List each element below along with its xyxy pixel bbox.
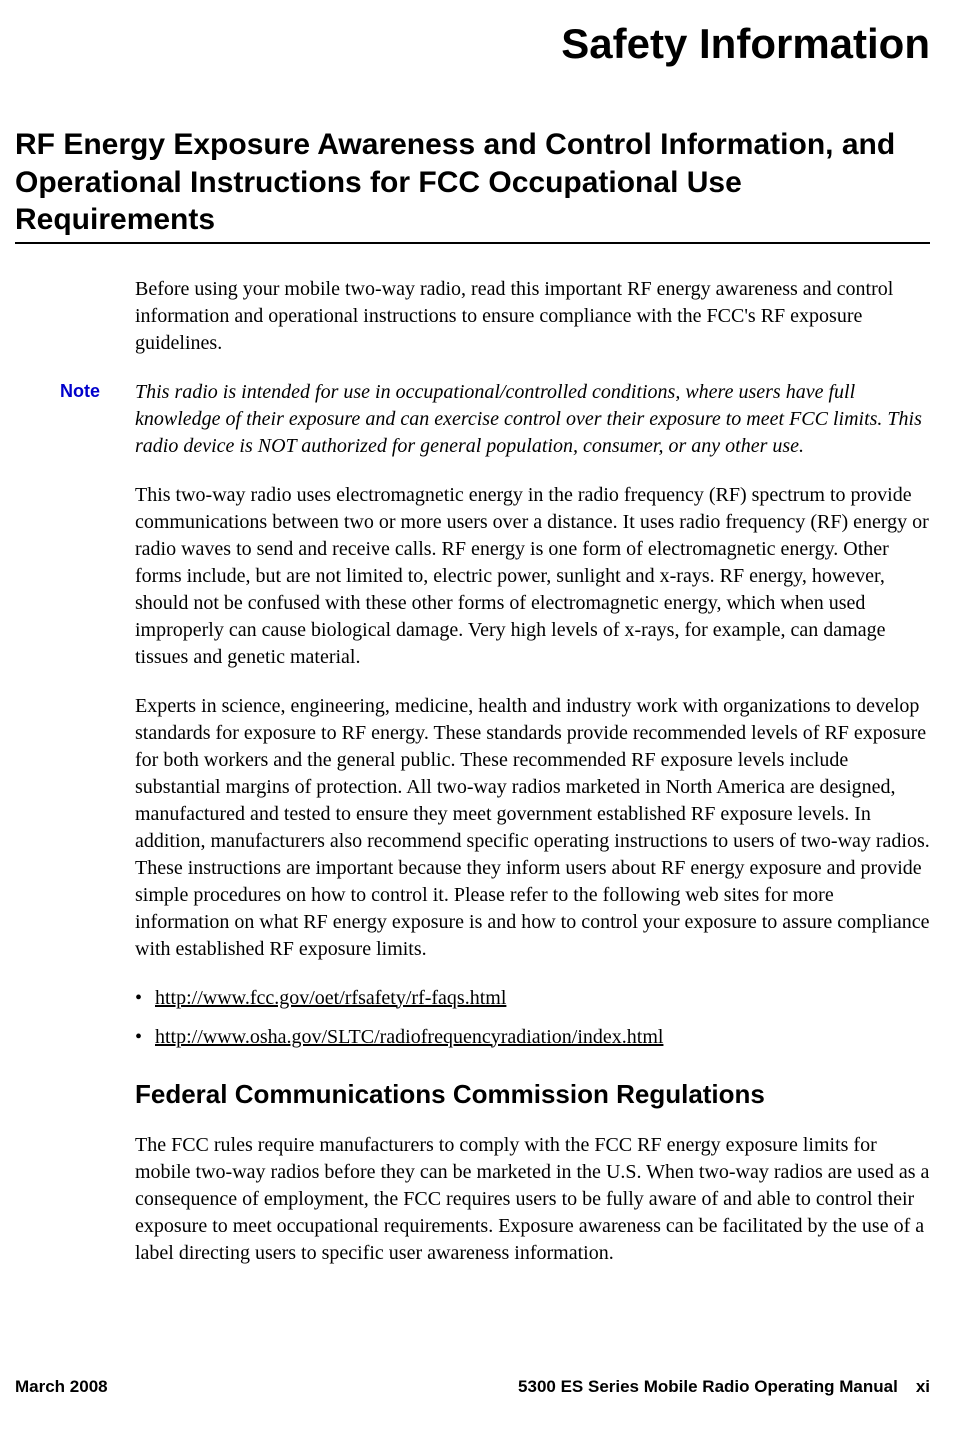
section-heading: RF Energy Exposure Awareness and Control…	[15, 126, 930, 244]
note-label: Note	[60, 379, 135, 460]
footer-page-number: xi	[916, 1377, 930, 1397]
footer-manual-title: 5300 ES Series Mobile Radio Operating Ma…	[518, 1377, 898, 1397]
note-block: Note This radio is intended for use in o…	[60, 379, 930, 460]
sub-heading: Federal Communications Commission Regula…	[135, 1079, 930, 1110]
note-text: This radio is intended for use in occupa…	[135, 379, 930, 460]
list-item: • http://www.fcc.gov/oet/rfsafety/rf-faq…	[135, 985, 930, 1012]
content-body: Before using your mobile two-way radio, …	[135, 276, 930, 1267]
footer-date: March 2008	[15, 1377, 108, 1397]
bullet-icon: •	[135, 1024, 155, 1051]
rf-paragraph: This two-way radio uses electromagnetic …	[135, 482, 930, 671]
list-item: • http://www.osha.gov/SLTC/radiofrequenc…	[135, 1024, 930, 1051]
experts-paragraph: Experts in science, engineering, medicin…	[135, 693, 930, 963]
fcc-paragraph: The FCC rules require manufacturers to c…	[135, 1132, 930, 1267]
link-osha[interactable]: http://www.osha.gov/SLTC/radiofrequencyr…	[155, 1024, 663, 1051]
bullet-icon: •	[135, 985, 155, 1012]
page-title: Safety Information	[15, 20, 930, 68]
link-fcc[interactable]: http://www.fcc.gov/oet/rfsafety/rf-faqs.…	[155, 985, 506, 1012]
link-list: • http://www.fcc.gov/oet/rfsafety/rf-faq…	[135, 985, 930, 1051]
page-footer: March 2008 5300 ES Series Mobile Radio O…	[15, 1377, 930, 1397]
intro-paragraph: Before using your mobile two-way radio, …	[135, 276, 930, 357]
